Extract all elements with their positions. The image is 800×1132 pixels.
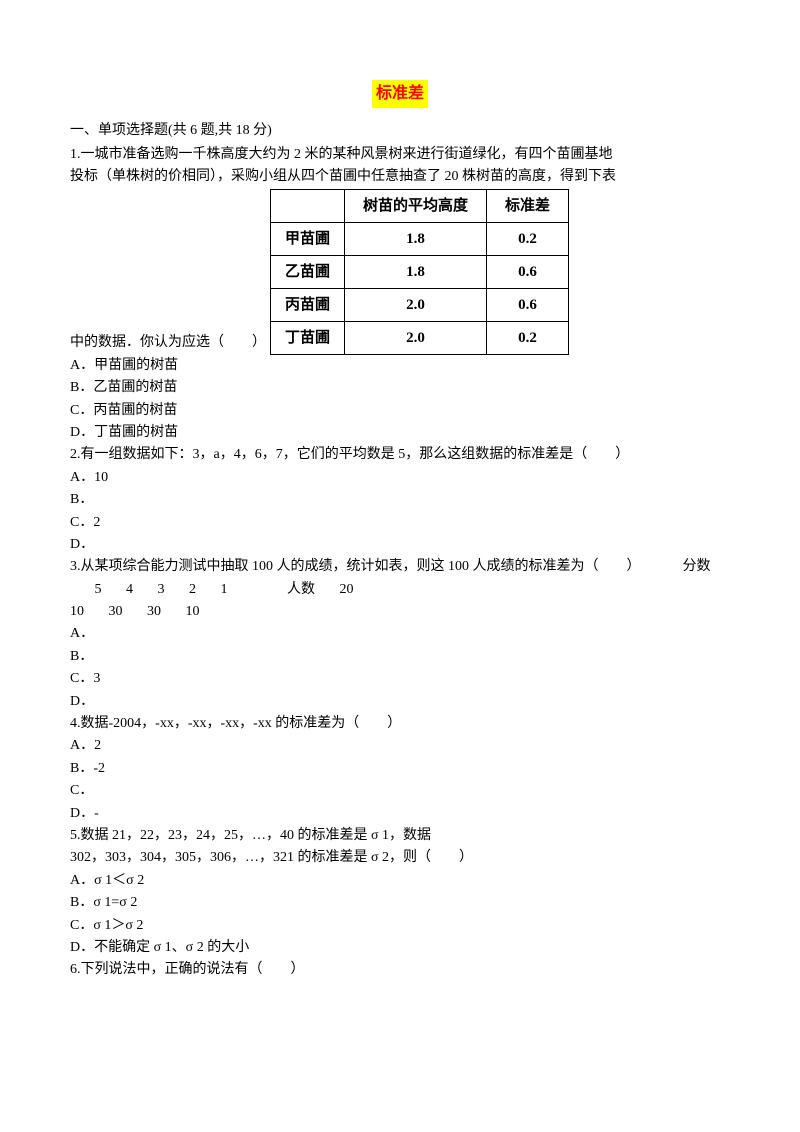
q3-count-4: 30 xyxy=(147,601,161,623)
q1-stem-line3: 中的数据．你认为应选（ ） xyxy=(70,332,266,354)
q5-options: A．σ 1＜σ 2 B．σ 1=σ 2 C．σ 1＞σ 2 D．不能确定 σ 1… xyxy=(70,870,730,960)
q4-stem: 4.数据-2004，-xx，-xx，-xx，-xx 的标准差为（ ） xyxy=(70,713,730,735)
q1-opt-b: B．乙苗圃的树苗 xyxy=(70,377,730,399)
q3-stem: 3.从某项综合能力测试中抽取 100 人的成绩，统计如表，则这 100 人成绩的… xyxy=(70,556,730,601)
table-row: 丙苗圃 2.0 0.6 xyxy=(271,288,569,321)
cell-sd: 0.6 xyxy=(487,288,569,321)
th-avg: 树苗的平均高度 xyxy=(345,189,487,222)
cell-avg: 2.0 xyxy=(345,321,487,354)
q4-opt-b: B．-2 xyxy=(70,758,730,780)
q3-score-3: 3 xyxy=(158,579,165,601)
q3-score-2: 4 xyxy=(126,579,133,601)
q5-stem-line1: 5.数据 21，22，23，24，25，…，40 的标准差是 σ 1，数据 xyxy=(70,825,730,847)
table-row: 乙苗圃 1.8 0.6 xyxy=(271,255,569,288)
cell-label: 甲苗圃 xyxy=(271,222,345,255)
cell-sd: 0.2 xyxy=(487,321,569,354)
q2-options: A．10 B． C．2 D． xyxy=(70,467,730,557)
q3-count-3: 30 xyxy=(109,601,123,623)
q4-opt-c: C． xyxy=(70,780,730,802)
th-blank xyxy=(271,189,345,222)
cell-label: 丙苗圃 xyxy=(271,288,345,321)
q1-opt-c: C．丙苗圃的树苗 xyxy=(70,400,730,422)
q3-options: A． B． C．3 D． xyxy=(70,623,730,713)
q2-opt-b: B． xyxy=(70,489,730,511)
q5-opt-c: C．σ 1＞σ 2 xyxy=(70,915,730,937)
q1-stem-line1: 1.一城市准备选购一千株高度大约为 2 米的某种风景树来进行街道绿化，有四个苗圃… xyxy=(70,144,730,166)
q3-score-1: 5 xyxy=(95,579,102,601)
q3-score-label: 分数 xyxy=(683,556,711,578)
q6-stem: 6.下列说法中，正确的说法有（ ） xyxy=(70,959,730,981)
q3-count-5: 10 xyxy=(186,601,200,623)
table-row: 丁苗圃 2.0 0.2 xyxy=(271,321,569,354)
cell-avg: 2.0 xyxy=(345,288,487,321)
q3-data-line2: 10 30 30 10 xyxy=(70,601,730,623)
q3-opt-a: A． xyxy=(70,623,730,645)
q4-opt-a: A．2 xyxy=(70,735,730,757)
q3-score-4: 2 xyxy=(189,579,196,601)
cell-label: 丁苗圃 xyxy=(271,321,345,354)
q5-opt-a: A．σ 1＜σ 2 xyxy=(70,870,730,892)
cell-avg: 1.8 xyxy=(345,222,487,255)
q1-options: A．甲苗圃的树苗 B．乙苗圃的树苗 C．丙苗圃的树苗 D．丁苗圃的树苗 xyxy=(70,355,730,445)
q2-opt-d: D． xyxy=(70,534,730,556)
page-title: 标准差 xyxy=(372,80,428,108)
q1-table: 树苗的平均高度 标准差 甲苗圃 1.8 0.2 乙苗圃 1.8 0.6 丙苗圃 … xyxy=(270,189,569,355)
cell-avg: 1.8 xyxy=(345,255,487,288)
q2-opt-c: C．2 xyxy=(70,512,730,534)
q3-opt-d: D． xyxy=(70,691,730,713)
q5-opt-b: B．σ 1=σ 2 xyxy=(70,892,730,914)
q3-score-5: 1 xyxy=(221,579,228,601)
q1-table-wrap: 树苗的平均高度 标准差 甲苗圃 1.8 0.2 乙苗圃 1.8 0.6 丙苗圃 … xyxy=(270,189,569,355)
q1-opt-d: D．丁苗圃的树苗 xyxy=(70,422,730,444)
q3-opt-b: B． xyxy=(70,646,730,668)
cell-sd: 0.6 xyxy=(487,255,569,288)
q1-opt-a: A．甲苗圃的树苗 xyxy=(70,355,730,377)
q3-count-label: 人数 xyxy=(287,579,315,601)
cell-sd: 0.2 xyxy=(487,222,569,255)
title-wrap: 标准差 xyxy=(70,80,730,108)
q3-stem-text: 3.从某项综合能力测试中抽取 100 人的成绩，统计如表，则这 100 人成绩的… xyxy=(70,559,641,574)
q1-row: 中的数据．你认为应选（ ） 树苗的平均高度 标准差 甲苗圃 1.8 0.2 乙苗… xyxy=(70,189,730,355)
section-heading: 一、单项选择题(共 6 题,共 18 分) xyxy=(70,120,730,142)
table-row-header: 树苗的平均高度 标准差 xyxy=(271,189,569,222)
q3-count-2: 10 xyxy=(70,601,84,623)
th-sd: 标准差 xyxy=(487,189,569,222)
q5-opt-d: D．不能确定 σ 1、σ 2 的大小 xyxy=(70,937,730,959)
q2-stem: 2.有一组数据如下：3，a，4，6，7，它们的平均数是 5，那么这组数据的标准差… xyxy=(70,444,730,466)
q3-count-1: 20 xyxy=(340,579,354,601)
table-row: 甲苗圃 1.8 0.2 xyxy=(271,222,569,255)
q1-stem-line2: 投标（单株树的价相同），采购小组从四个苗圃中任意抽查了 20 株树苗的高度，得到… xyxy=(70,166,730,188)
q5-stem-line2: 302，303，304，305，306，…，321 的标准差是 σ 2，则（ ） xyxy=(70,847,730,869)
q2-opt-a: A．10 xyxy=(70,467,730,489)
content: 1.一城市准备选购一千株高度大约为 2 米的某种风景树来进行街道绿化，有四个苗圃… xyxy=(70,144,730,982)
q4-opt-d: D．- xyxy=(70,803,730,825)
cell-label: 乙苗圃 xyxy=(271,255,345,288)
q3-opt-c: C．3 xyxy=(70,668,730,690)
q4-options: A．2 B．-2 C． D．- xyxy=(70,735,730,825)
